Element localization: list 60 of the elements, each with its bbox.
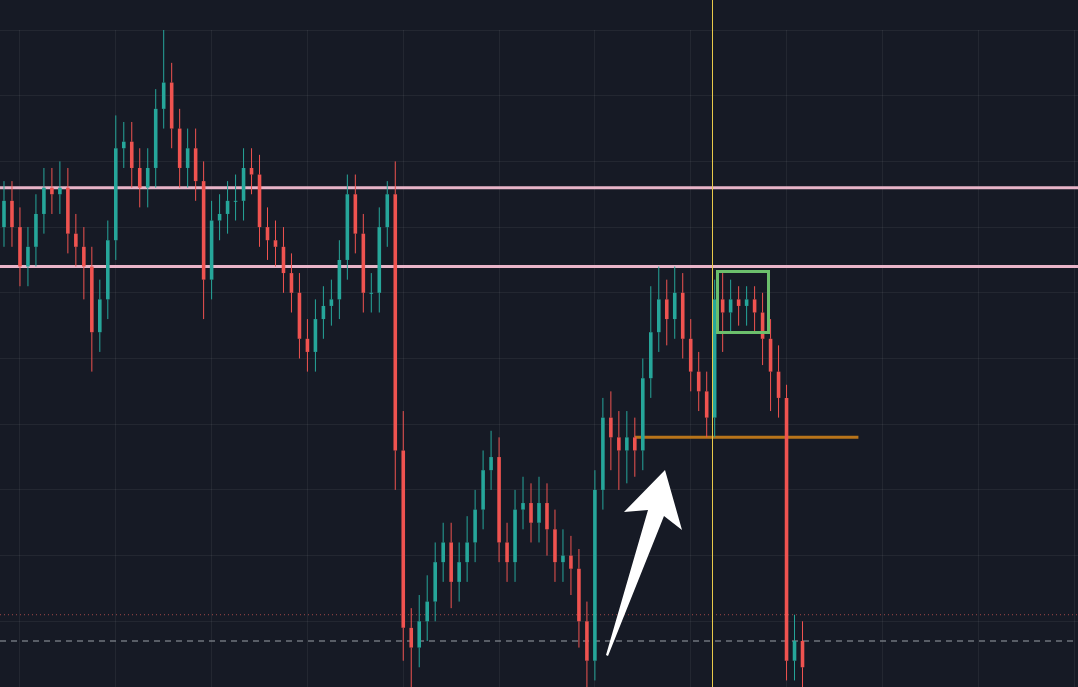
candlestick — [433, 541, 437, 622]
candlestick — [680, 272, 685, 359]
candlestick — [425, 574, 429, 642]
candlestick — [145, 147, 150, 208]
candlestick — [489, 430, 493, 491]
candlestick — [529, 482, 533, 543]
candlestick — [473, 489, 477, 563]
candlestick — [585, 601, 589, 687]
candlestick — [465, 515, 469, 583]
candlestick — [82, 226, 86, 300]
candlestick — [545, 482, 549, 557]
candlestick — [106, 220, 110, 320]
candlestick — [74, 213, 78, 268]
candlestick — [58, 160, 62, 215]
candlestick — [90, 246, 94, 373]
candlestick — [513, 489, 517, 583]
candlestick — [393, 160, 398, 491]
candlestick — [664, 279, 669, 346]
candlestick — [417, 594, 422, 668]
candlestick — [672, 266, 677, 340]
candlestick — [625, 410, 629, 484]
candlestick — [649, 285, 653, 399]
candlestick — [10, 180, 14, 248]
candlestick — [113, 114, 118, 261]
candlestick — [2, 180, 6, 248]
candlestick — [481, 449, 485, 530]
candlestick — [593, 469, 597, 681]
candlestick — [553, 509, 557, 583]
candlestick — [497, 436, 501, 563]
candlestick — [50, 167, 54, 215]
candlestick — [18, 206, 22, 287]
candlestick — [569, 535, 573, 596]
candlestick — [609, 390, 613, 471]
candlestick — [521, 476, 525, 530]
candlestick — [656, 266, 661, 353]
candlestick — [561, 528, 565, 583]
candlestick — [641, 358, 645, 471]
candlestick — [129, 121, 134, 189]
candlestick — [688, 318, 693, 392]
candlestick — [385, 180, 390, 248]
candlestick — [633, 417, 637, 478]
candlestick — [441, 522, 445, 583]
candlestick — [505, 522, 509, 583]
candlestick — [401, 410, 406, 662]
candlestick — [617, 410, 621, 491]
candlestick — [601, 397, 605, 511]
candlestick — [409, 607, 414, 687]
candlestick — [98, 279, 102, 353]
candlestick — [137, 147, 142, 208]
candlestick — [26, 226, 30, 287]
candlestick — [42, 167, 46, 235]
candlestick — [34, 193, 38, 268]
candlestick — [577, 548, 581, 649]
candlestick — [66, 167, 70, 254]
candlestick — [121, 121, 126, 169]
candlestick — [153, 88, 158, 189]
candlestick — [537, 476, 541, 543]
candlestick — [449, 522, 453, 609]
candlestick — [457, 541, 461, 603]
candlestick — [696, 351, 701, 412]
